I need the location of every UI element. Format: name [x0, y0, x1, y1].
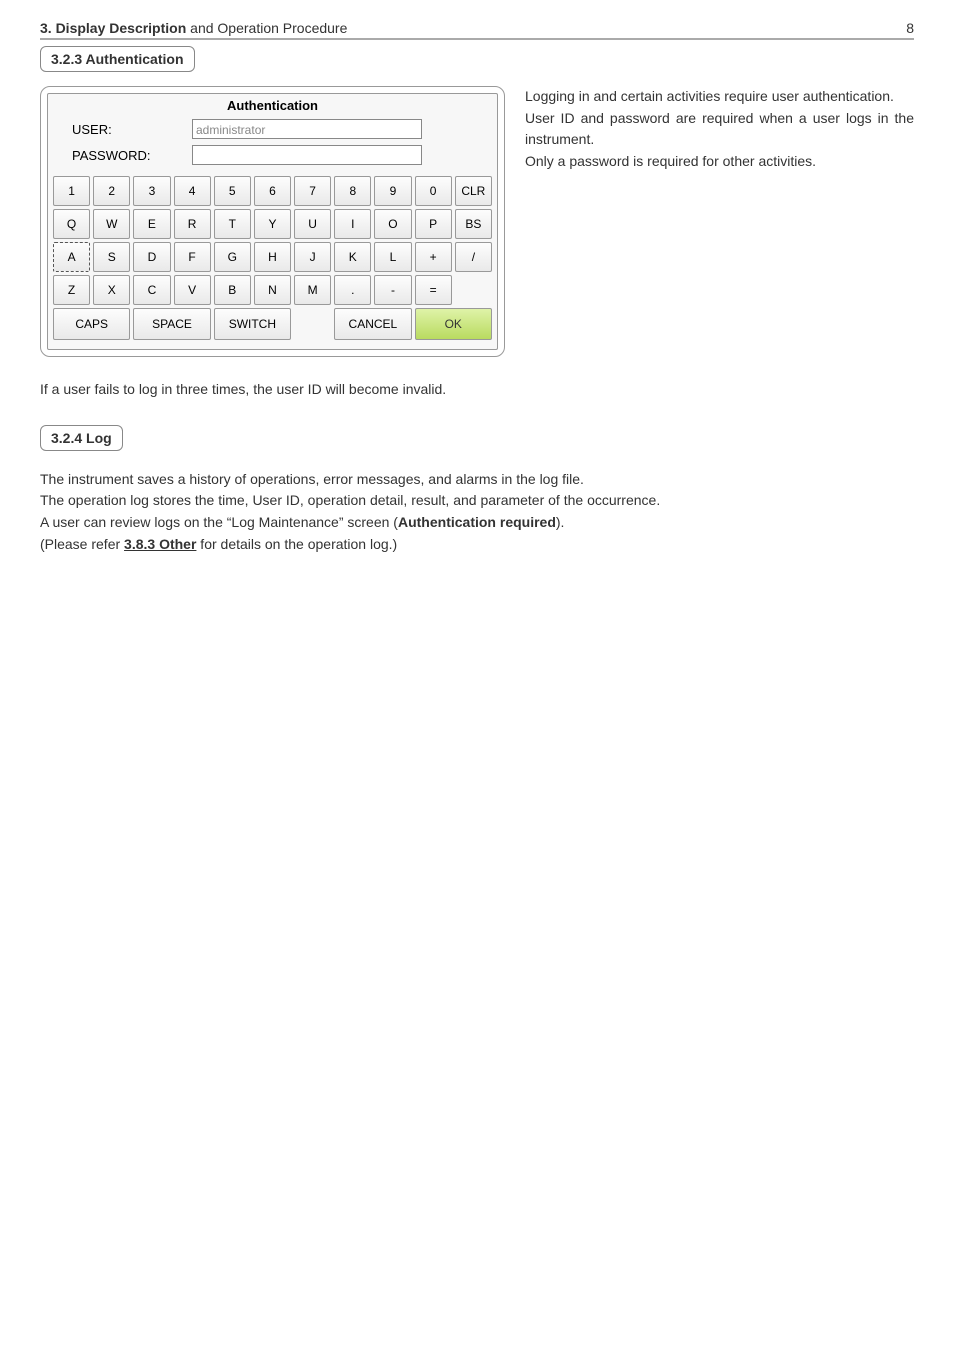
password-row: PASSWORD:	[72, 145, 497, 165]
key-switch[interactable]: SWITCH	[214, 308, 291, 340]
user-row: USER: administrator	[72, 119, 497, 139]
key-v[interactable]: V	[174, 275, 211, 305]
log-p1: The instrument saves a history of operat…	[40, 469, 914, 491]
key-1[interactable]: 1	[53, 176, 90, 206]
key-9[interactable]: 9	[374, 176, 411, 206]
log-p2: The operation log stores the time, User …	[40, 490, 914, 512]
key-a[interactable]: A	[53, 242, 90, 272]
section-324-heading: 3.2.4 Log	[40, 425, 123, 451]
key-e[interactable]: E	[133, 209, 170, 239]
key-u[interactable]: U	[294, 209, 331, 239]
key-i[interactable]: I	[334, 209, 371, 239]
key-space[interactable]: SPACE	[133, 308, 210, 340]
auth-panel: Authentication USER: administrator PASSW…	[40, 86, 505, 357]
section-324-body: The instrument saves a history of operat…	[40, 469, 914, 556]
key-n[interactable]: N	[254, 275, 291, 305]
side-p2: User ID and password are required when a…	[525, 108, 914, 151]
key-p[interactable]: P	[415, 209, 452, 239]
key-j[interactable]: J	[294, 242, 331, 272]
key-dot[interactable]: .	[334, 275, 371, 305]
auth-side-text: Logging in and certain activities requir…	[525, 86, 914, 357]
key-0[interactable]: 0	[415, 176, 452, 206]
link-383-other[interactable]: 3.8.3 Other	[124, 536, 196, 552]
side-p1: Logging in and certain activities requir…	[525, 86, 914, 108]
key-l[interactable]: L	[374, 242, 411, 272]
key-caps[interactable]: CAPS	[53, 308, 130, 340]
key-m[interactable]: M	[294, 275, 331, 305]
key-2[interactable]: 2	[93, 176, 130, 206]
key-ok[interactable]: OK	[415, 308, 492, 340]
user-input[interactable]: administrator	[192, 119, 422, 139]
password-label: PASSWORD:	[72, 148, 192, 163]
key-d[interactable]: D	[133, 242, 170, 272]
fail-note: If a user fails to log in three times, t…	[40, 379, 914, 401]
header-title: 3. Display Description and Operation Pro…	[40, 20, 347, 36]
user-label: USER:	[72, 122, 192, 137]
page-number: 8	[906, 20, 914, 36]
key-4[interactable]: 4	[174, 176, 211, 206]
log-p4: (Please refer 3.8.3 Other for details on…	[40, 534, 914, 556]
key-cancel[interactable]: CANCEL	[334, 308, 411, 340]
key-g[interactable]: G	[214, 242, 251, 272]
key-x[interactable]: X	[93, 275, 130, 305]
side-p3: Only a password is required for other ac…	[525, 151, 914, 173]
key-eq[interactable]: =	[415, 275, 452, 305]
key-s[interactable]: S	[93, 242, 130, 272]
key-q[interactable]: Q	[53, 209, 90, 239]
auth-required-bold: Authentication required	[398, 514, 556, 530]
key-k[interactable]: K	[334, 242, 371, 272]
page-header: 3. Display Description and Operation Pro…	[40, 20, 914, 40]
key-dash[interactable]: -	[374, 275, 411, 305]
key-6[interactable]: 6	[254, 176, 291, 206]
auth-title: Authentication	[48, 94, 497, 119]
header-title-bold: 3. Display Description	[40, 20, 186, 36]
key-r[interactable]: R	[174, 209, 211, 239]
key-7[interactable]: 7	[294, 176, 331, 206]
key-slash[interactable]: /	[455, 242, 492, 272]
password-input[interactable]	[192, 145, 422, 165]
key-plus[interactable]: +	[415, 242, 452, 272]
key-5[interactable]: 5	[214, 176, 251, 206]
onscreen-keyboard: 1 2 3 4 5 6 7 8 9 0 CLR Q W	[48, 171, 497, 345]
key-o[interactable]: O	[374, 209, 411, 239]
section-323-heading: 3.2.3 Authentication	[40, 46, 195, 72]
key-w[interactable]: W	[93, 209, 130, 239]
key-c[interactable]: C	[133, 275, 170, 305]
key-b[interactable]: B	[214, 275, 251, 305]
key-bs[interactable]: BS	[455, 209, 492, 239]
key-t[interactable]: T	[214, 209, 251, 239]
key-3[interactable]: 3	[133, 176, 170, 206]
key-h[interactable]: H	[254, 242, 291, 272]
key-f[interactable]: F	[174, 242, 211, 272]
key-clr[interactable]: CLR	[455, 176, 492, 206]
header-title-rest: and Operation Procedure	[186, 20, 347, 36]
key-z[interactable]: Z	[53, 275, 90, 305]
key-8[interactable]: 8	[334, 176, 371, 206]
key-y[interactable]: Y	[254, 209, 291, 239]
log-p3: A user can review logs on the “Log Maint…	[40, 512, 914, 534]
